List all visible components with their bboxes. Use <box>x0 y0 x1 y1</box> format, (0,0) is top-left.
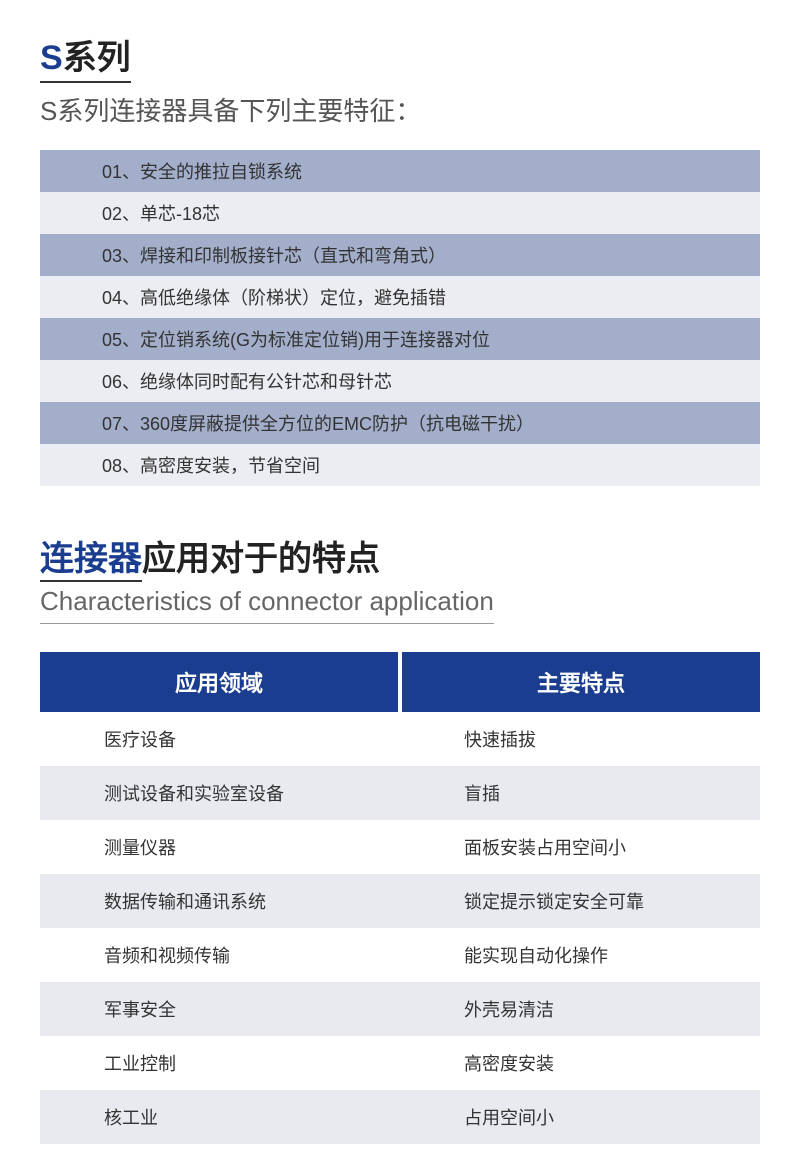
application-title-rest: 应用对于的特点 <box>142 540 380 578</box>
application-table: 应用领域 主要特点 医疗设备快速插拔测试设备和实验室设备盲插测量仪器面板安装占用… <box>40 652 760 1144</box>
table-header-field: 应用领域 <box>40 652 398 712</box>
series-title-rest: 系列 <box>63 39 131 77</box>
application-title: 连接器应用对于的特点 <box>40 531 760 580</box>
table-cell: 工业控制 <box>40 1036 400 1090</box>
series-subtitle: S系列连接器具备下列主要特征： <box>40 91 760 128</box>
table-cell: 测量仪器 <box>40 820 400 874</box>
table-cell: 占用空间小 <box>400 1090 760 1144</box>
table-cell: 高密度安装 <box>400 1036 760 1090</box>
series-title: S系列 <box>40 30 131 83</box>
feature-row: 08、高密度安装，节省空间 <box>40 444 760 486</box>
feature-row: 02、单芯-18芯 <box>40 192 760 234</box>
application-title-accent: 连接器 <box>40 540 142 582</box>
application-subtitle-en: Characteristics of connector application <box>40 586 494 624</box>
table-row: 测量仪器面板安装占用空间小 <box>40 820 760 874</box>
feature-row: 05、定位销系统(G为标准定位销)用于连接器对位 <box>40 318 760 360</box>
feature-row: 01、安全的推拉自锁系统 <box>40 150 760 192</box>
table-cell: 测试设备和实验室设备 <box>40 766 400 820</box>
table-header-row: 应用领域 主要特点 <box>40 652 760 712</box>
feature-row: 06、绝缘体同时配有公针芯和母针芯 <box>40 360 760 402</box>
table-cell: 核工业 <box>40 1090 400 1144</box>
table-cell: 能实现自动化操作 <box>400 928 760 982</box>
feature-row: 07、360度屏蔽提供全方位的EMC防护（抗电磁干扰） <box>40 402 760 444</box>
table-cell: 盲插 <box>400 766 760 820</box>
table-cell: 外壳易清洁 <box>400 982 760 1036</box>
feature-row: 03、焊接和印制板接针芯（直式和弯角式） <box>40 234 760 276</box>
application-section: 连接器应用对于的特点 Characteristics of connector … <box>0 486 800 1144</box>
series-section: S系列 S系列连接器具备下列主要特征： 01、安全的推拉自锁系统02、单芯-18… <box>0 0 800 486</box>
table-cell: 锁定提示锁定安全可靠 <box>400 874 760 928</box>
table-row: 音频和视频传输能实现自动化操作 <box>40 928 760 982</box>
series-title-accent: S <box>40 39 63 77</box>
table-row: 测试设备和实验室设备盲插 <box>40 766 760 820</box>
table-cell: 面板安装占用空间小 <box>400 820 760 874</box>
table-row: 军事安全外壳易清洁 <box>40 982 760 1036</box>
table-cell: 音频和视频传输 <box>40 928 400 982</box>
table-row: 医疗设备快速插拔 <box>40 712 760 766</box>
table-cell: 数据传输和通讯系统 <box>40 874 400 928</box>
table-cell: 医疗设备 <box>40 712 400 766</box>
table-row: 数据传输和通讯系统锁定提示锁定安全可靠 <box>40 874 760 928</box>
feature-row: 04、高低绝缘体（阶梯状）定位，避免插错 <box>40 276 760 318</box>
table-cell: 快速插拔 <box>400 712 760 766</box>
table-body: 医疗设备快速插拔测试设备和实验室设备盲插测量仪器面板安装占用空间小数据传输和通讯… <box>40 712 760 1144</box>
table-cell: 军事安全 <box>40 982 400 1036</box>
feature-list: 01、安全的推拉自锁系统02、单芯-18芯03、焊接和印制板接针芯（直式和弯角式… <box>40 150 760 486</box>
table-row: 核工业占用空间小 <box>40 1090 760 1144</box>
table-header-feature: 主要特点 <box>402 652 760 712</box>
table-row: 工业控制高密度安装 <box>40 1036 760 1090</box>
